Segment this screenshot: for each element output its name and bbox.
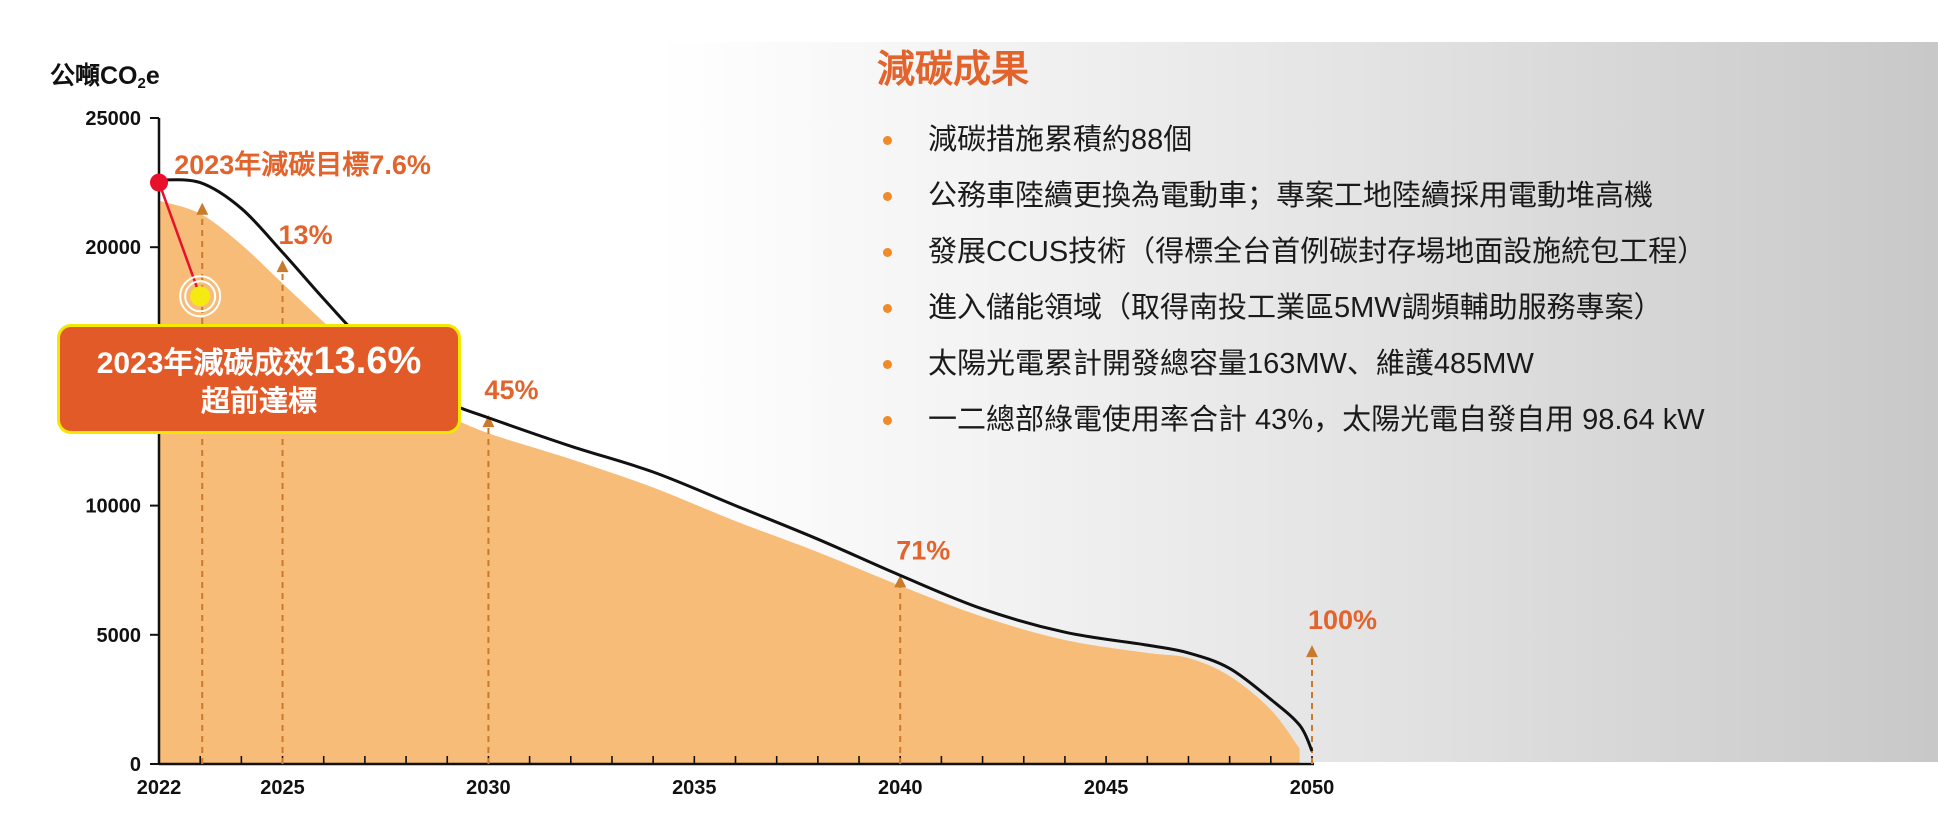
y-unit-main: 公噸CO bbox=[50, 62, 138, 90]
results-title: 減碳成果 bbox=[877, 49, 1030, 91]
results-item: 減碳措施累積約88個 bbox=[880, 112, 1706, 168]
callout-line2: 超前達標 bbox=[200, 386, 317, 418]
bullet-icon bbox=[883, 416, 892, 425]
target-arrow-head bbox=[482, 415, 495, 428]
target-arrow-head bbox=[894, 575, 907, 588]
target-emissions-line bbox=[158, 178, 1314, 752]
results-item-text: 太陽光電累計開發總容量163MW、維護485MW bbox=[928, 348, 1534, 380]
target-arrow-head bbox=[196, 202, 209, 215]
bullet-icon bbox=[883, 360, 892, 369]
achieved-marker-halo bbox=[184, 280, 217, 313]
y-axis-unit-label: 公噸CO2e bbox=[50, 56, 160, 92]
callout-line1: 2023年減碳成效13.6% bbox=[60, 341, 458, 384]
results-list: 減碳措施累積約88個公務車陸續更換為電動車；專案工地陸續採用電動堆高機發展CCU… bbox=[880, 112, 1706, 448]
y-tick-label: 5000 bbox=[97, 625, 142, 647]
results-item: 太陽光電累計開發總容量163MW、維護485MW bbox=[880, 336, 1706, 392]
results-item-text: 進入儲能領域（取得南投工業區5MW調頻輔助服務專案） bbox=[928, 292, 1663, 324]
target-arrow-head bbox=[276, 260, 289, 273]
bullet-icon bbox=[883, 136, 892, 145]
y-unit-suffix: e bbox=[145, 62, 160, 90]
x-tick-label: 2022 bbox=[137, 777, 182, 799]
y-tick-label: 25000 bbox=[85, 108, 141, 130]
x-tick-label: 2045 bbox=[1084, 777, 1129, 799]
x-tick-label: 2050 bbox=[1290, 777, 1335, 799]
x-tick-label: 2025 bbox=[260, 777, 305, 799]
results-item: 發展CCUS技術（得標全台首例碳封存場地面設施統包工程） bbox=[880, 224, 1706, 280]
results-item-text: 一二總部綠電使用率合計 43%，太陽光電自發自用 98.64 kW bbox=[928, 404, 1705, 436]
achieved-marker-halo bbox=[179, 275, 222, 318]
actual-emissions-area bbox=[159, 200, 1300, 765]
label-layer: 2023年減碳目標7.6% 13% 45% 71% 100% bbox=[174, 149, 1377, 635]
target-arrow-head bbox=[1306, 645, 1318, 658]
results-item-text: 公務車陸續更換為電動車；專案工地陸續採用電動堆高機 bbox=[928, 180, 1654, 212]
bullet-icon bbox=[883, 304, 892, 313]
results-item-text: 減碳措施累積約88個 bbox=[928, 124, 1193, 156]
results-item: 一二總部綠電使用率合計 43%，太陽光電自發自用 98.64 kW bbox=[880, 392, 1706, 448]
annotation-label: 2023年減碳目標7.6% bbox=[174, 149, 431, 180]
bullet-icon bbox=[883, 192, 892, 201]
annotation-label: 13% bbox=[279, 220, 333, 250]
y-tick-label: 20000 bbox=[85, 237, 141, 259]
callout-value: 13.6% bbox=[313, 340, 422, 382]
achievement-callout: 2023年減碳成效13.6% 超前達標 bbox=[57, 324, 461, 434]
line-layer bbox=[158, 178, 1314, 752]
marker-layer bbox=[150, 173, 222, 318]
annotation-label: 100% bbox=[1308, 605, 1377, 635]
x-tick-label: 2035 bbox=[672, 777, 717, 799]
annotation-label: 45% bbox=[484, 375, 538, 405]
area-layer bbox=[159, 200, 1300, 765]
y-tick-label: 10000 bbox=[85, 496, 141, 518]
y-unit-subscript: 2 bbox=[137, 75, 146, 92]
bullet-icon bbox=[883, 248, 892, 257]
results-item-text: 發展CCUS技術（得標全台首例碳封存場地面設施統包工程） bbox=[928, 236, 1707, 268]
target-2023-marker bbox=[150, 173, 168, 192]
results-item: 公務車陸續更換為電動車；專案工地陸續採用電動堆高機 bbox=[880, 168, 1706, 224]
annotation-label: 71% bbox=[896, 535, 950, 565]
callout-prefix: 2023年減碳成效 bbox=[96, 347, 314, 380]
results-item: 進入儲能領域（取得南投工業區5MW調頻輔助服務專案） bbox=[880, 280, 1706, 336]
x-tick-label: 2040 bbox=[878, 777, 923, 799]
y-tick-label: 0 bbox=[130, 754, 141, 776]
x-tick-label: 2030 bbox=[466, 777, 511, 799]
achieved-2023-marker bbox=[190, 286, 211, 307]
